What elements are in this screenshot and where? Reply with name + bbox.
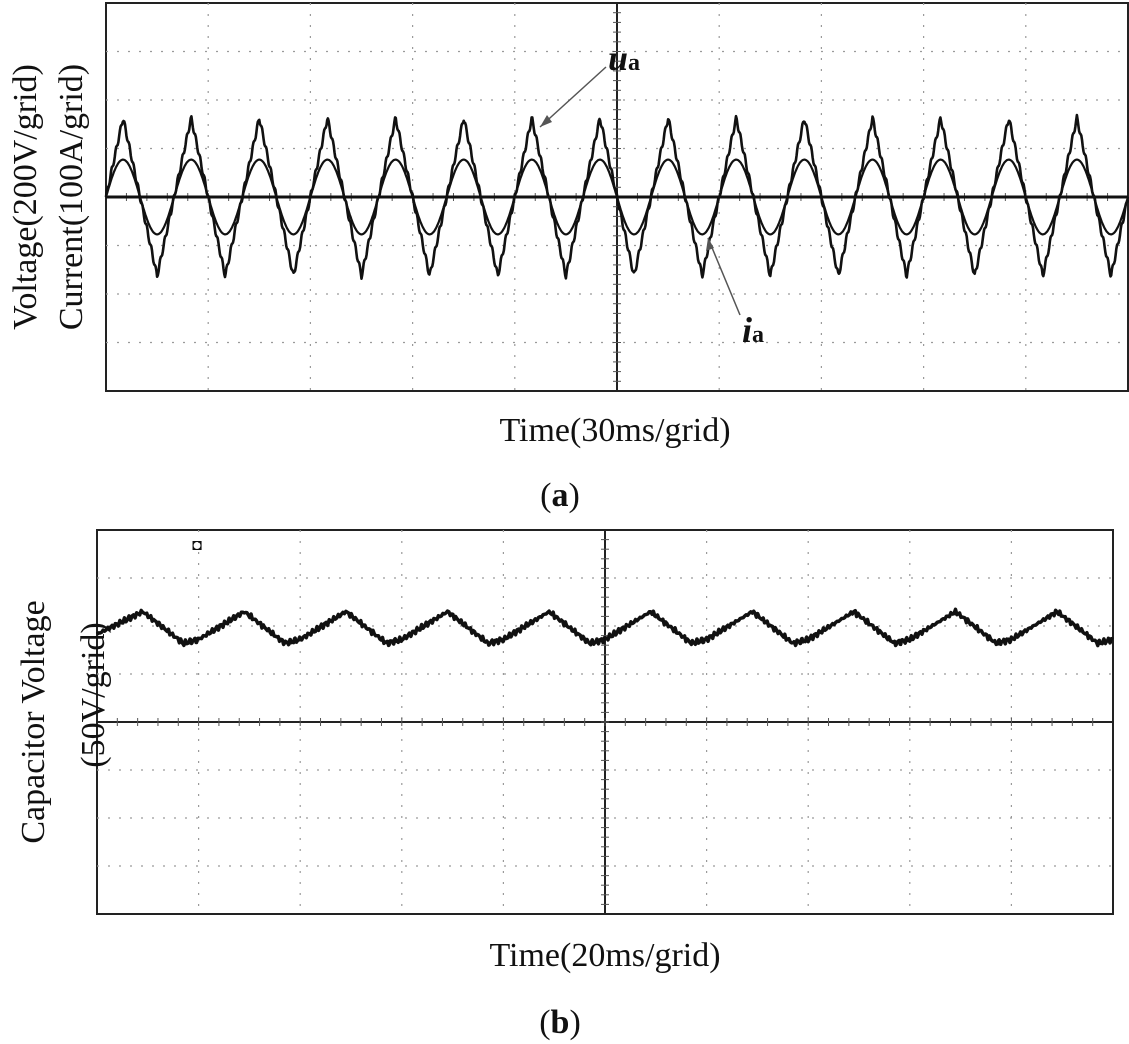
xlabel-a: Time(30ms/grid) xyxy=(499,412,730,449)
u-series-label: ua xyxy=(608,38,640,78)
panel-b: ◘ Time(20ms/grid) Capacitor Voltage (50V… xyxy=(15,529,1115,1041)
caption-a: (a) xyxy=(540,477,580,514)
series-a-line-i xyxy=(104,158,1129,236)
i-series-label: ia xyxy=(742,310,764,350)
panel-a: ua ia Time(30ms/grid) Voltage(200V/grid)… xyxy=(7,2,1129,514)
capacitor-voltage-line xyxy=(95,607,1115,648)
trigger-marker-icon: ◘ xyxy=(192,537,202,554)
caption-b: (b) xyxy=(539,1004,581,1041)
u-label-arrowhead xyxy=(540,115,552,127)
xlabel-b: Time(20ms/grid) xyxy=(489,937,720,974)
ylabel-b-line2: (50V/grid) xyxy=(75,622,112,767)
series-a xyxy=(104,113,1129,281)
i-label-leader xyxy=(707,237,741,316)
ylabel-b-line1: Capacitor Voltage xyxy=(15,600,52,843)
ylabel-a-line1: Voltage(200V/grid) xyxy=(7,64,44,330)
ylabel-a-line2: Current(100A/grid) xyxy=(53,64,90,330)
i-label-arrowhead xyxy=(706,238,714,251)
u-label-leader xyxy=(539,66,607,128)
series-b xyxy=(95,607,1115,648)
